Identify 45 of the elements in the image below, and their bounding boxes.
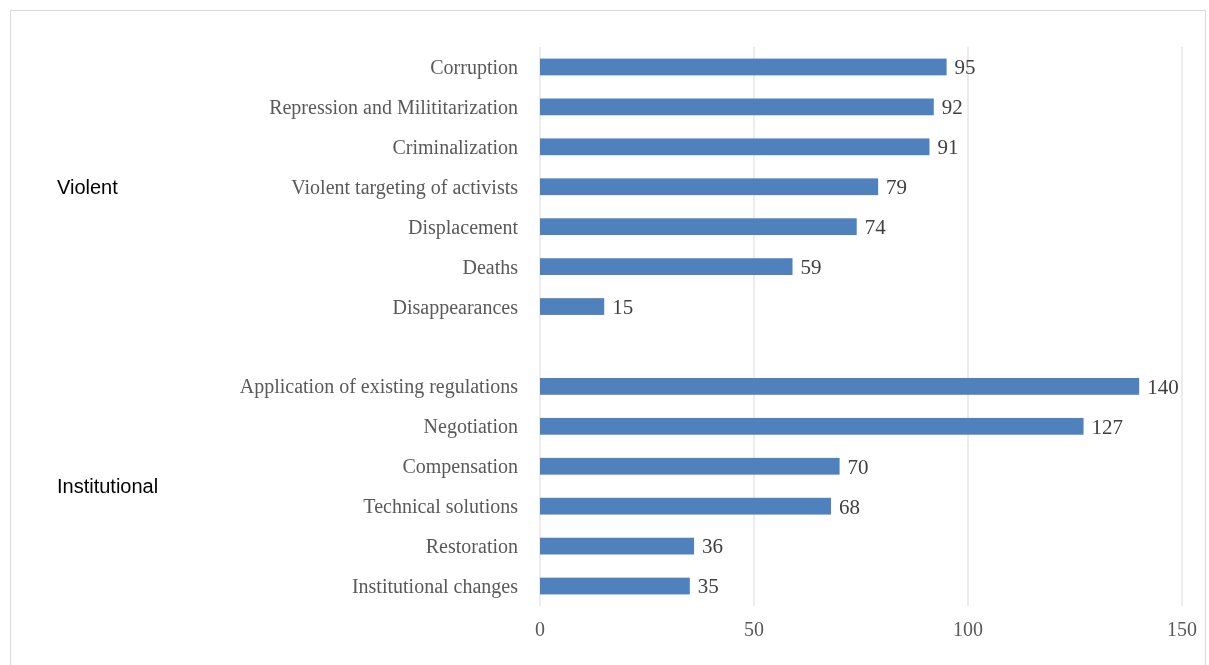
- text: Institutional: [57, 475, 159, 498]
- data-label: 127: [1091, 414, 1124, 439]
- data-label: 95: [954, 55, 976, 80]
- y-tick-label: Application of existing regulations: [239, 375, 519, 399]
- bar: [540, 577, 690, 595]
- bar: [540, 457, 840, 475]
- data-label: 92: [941, 95, 963, 120]
- data-label: 35: [697, 574, 719, 599]
- bar: [540, 378, 1140, 395]
- y-tick-label: Restoration: [425, 535, 518, 558]
- data-label: 68: [839, 494, 861, 519]
- y-tick-label: Displacement: [408, 215, 519, 239]
- bar: [540, 537, 695, 555]
- data-label: 74: [864, 215, 887, 240]
- bar: [540, 138, 930, 156]
- data-label: 15: [612, 294, 634, 319]
- y-tick-label: Compensation: [402, 455, 518, 479]
- bar: [540, 58, 947, 76]
- bar: [540, 178, 879, 196]
- text: Violent: [57, 175, 119, 198]
- data-label: 59: [800, 254, 822, 279]
- data-label: 91: [937, 135, 959, 160]
- x-tick-label: 0: [535, 618, 545, 640]
- data-label: 70: [847, 454, 869, 479]
- data-label: 140: [1147, 374, 1179, 399]
- x-tick-label: 50: [744, 618, 764, 640]
- bar: [540, 298, 605, 315]
- bar: [540, 258, 793, 275]
- bar: [540, 497, 832, 515]
- bar: [540, 417, 1084, 435]
- y-tick-label: Corruption: [430, 55, 518, 79]
- y-tick-label: Institutional changes: [351, 575, 519, 599]
- data-label: 36: [702, 534, 724, 559]
- y-tick-label: Disappearances: [392, 295, 519, 319]
- x-tick-label: 150: [1167, 618, 1197, 640]
- bar: [540, 218, 857, 236]
- y-tick-label: Negotiation: [423, 415, 518, 439]
- y-tick-label: Violent targeting of activists: [291, 175, 519, 199]
- y-tick-label: Repression and Milititarization: [269, 95, 518, 119]
- data-label: 79: [886, 175, 908, 200]
- bar: [540, 98, 934, 116]
- y-tick-label: Technical solutions: [363, 495, 519, 518]
- y-tick-label: Deaths: [462, 255, 519, 278]
- x-tick-label: 100: [953, 618, 983, 640]
- y-tick-label: Criminalization: [392, 135, 518, 158]
